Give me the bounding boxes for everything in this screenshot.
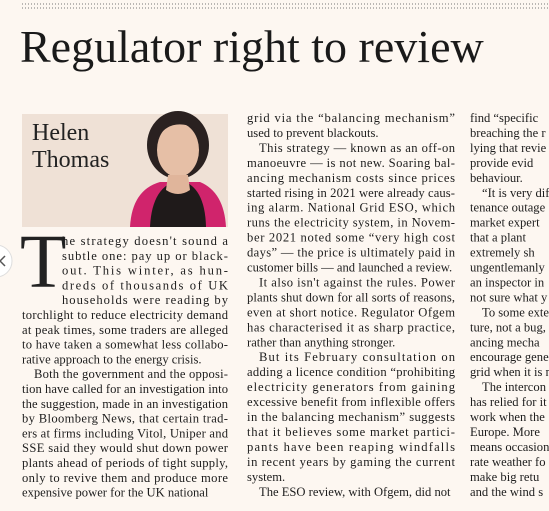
text-line: manoeuvre — is not new. Soaring bal-	[247, 156, 455, 170]
text-line: even at short notice. Regulator Ofgem	[247, 305, 455, 319]
text-line: make big retu	[470, 470, 540, 484]
text-line: lying that revie	[470, 141, 547, 155]
text-line: “It is very dif	[482, 186, 549, 200]
text-line: breaching the r	[470, 126, 546, 140]
text-line: The intercon	[482, 380, 547, 394]
text-line: ture, not a bug,	[470, 320, 546, 334]
text-line: that it believes some market partici-	[247, 425, 455, 439]
text-line: has characterised it as sharp practice,	[247, 320, 455, 334]
text-line: adding a licence condition “prohibiting	[247, 365, 456, 379]
text-line: expensive power for the UK national	[22, 486, 209, 500]
drop-cap: T	[20, 220, 66, 304]
text-line: behaviour.	[470, 171, 523, 185]
nav-button[interactable]	[0, 244, 13, 278]
text-line: days” — the price is ultimately paid in	[247, 246, 456, 260]
headline: Regulator right to review	[20, 21, 484, 72]
text-line: market expert	[470, 216, 540, 230]
text-line: subtle one: pay up or black-	[62, 249, 228, 263]
text-line: rative approach to the energy crisis.	[22, 352, 202, 366]
text-line: work when the	[470, 410, 545, 424]
text-line: encourage gene	[470, 350, 549, 364]
text-line: tion have called for an investigation in…	[22, 382, 228, 396]
text-line: ancing mechanism costs since prices	[247, 171, 455, 185]
text-line: plants ahead of periods of tight supply,	[22, 456, 228, 470]
text-line: Europe. More	[470, 425, 540, 439]
text-line: he strategy doesn't sound a	[62, 234, 228, 248]
text-line: SSE said they would shut down power	[22, 441, 229, 455]
text-line: customer bills — and launched a review.	[247, 261, 452, 275]
text-line: The ESO review, with Ofgem, did not	[259, 485, 451, 499]
text-line: But its February consultation on	[259, 350, 456, 364]
text-line: used to prevent blackouts.	[247, 126, 379, 140]
text-line: has relied for it	[470, 395, 547, 409]
text-line: extremely sh	[470, 246, 535, 260]
author-last-name: Thomas	[32, 147, 109, 173]
text-line: runs the electricity system, in Novem-	[247, 216, 455, 230]
text-line: ing alarm. National Grid ESO, which	[247, 201, 456, 215]
author-photo	[22, 111, 228, 227]
text-line: excessive benefit from inflexible offers	[247, 395, 455, 409]
text-line: in recent years by gaming the current	[247, 455, 456, 469]
text-line: To some exte	[482, 305, 549, 319]
text-line: dreds of thousands of UK	[62, 278, 228, 292]
text-line: to have taken a somewhat less collabo-	[22, 338, 228, 352]
author-first-name: Helen	[32, 120, 89, 146]
text-line: It also isn't against the rules. Power	[259, 275, 456, 289]
text-line: by Bloomberg News, that certain trad-	[22, 412, 228, 426]
text-line: the suggestion, made in an investigation	[22, 397, 229, 411]
text-line: that a plant	[470, 231, 526, 245]
text-line: Both the government and the opposi-	[34, 367, 228, 381]
text-line: plants shut down for all sorts of reason…	[247, 290, 455, 304]
text-line: electricity generators from gaining	[247, 380, 456, 394]
text-line: provide evid	[470, 156, 534, 170]
text-line: system.	[247, 470, 285, 484]
text-line: not sure what y	[470, 290, 548, 304]
text-line: and the wind s	[470, 485, 543, 499]
text-line: means occasion	[470, 440, 549, 454]
text-line: started rising in 2021 were already caus…	[247, 186, 455, 200]
text-line: ungentlemanly	[470, 261, 546, 275]
text-line: out. This winter, as hun-	[62, 264, 228, 278]
text-line: grid via the “balancing mechanism”	[247, 111, 455, 125]
text-line: torchlight to reduce electricity demand	[22, 308, 229, 322]
text-line: rather than anything stronger.	[247, 335, 395, 349]
text-line: at peak times, some traders are alleged	[22, 323, 229, 337]
text-line: in the balancing mechanism” suggests	[247, 410, 455, 424]
text-line: This strategy — known as an off-on	[259, 141, 456, 155]
text-line: find “specific	[470, 111, 539, 125]
text-line: rate weather fo	[470, 455, 546, 469]
text-line: an inspector in	[470, 275, 545, 289]
text-line: ber 2021 noted some “very high cost	[247, 231, 456, 245]
text-line: grid when it is n	[470, 365, 549, 379]
text-line: only to revive them and produce more	[22, 471, 228, 485]
text-line: households were reading by	[62, 293, 229, 307]
text-line: pants have been reaping windfalls	[247, 440, 455, 454]
text-line: ancing mecha	[470, 335, 540, 349]
text-line: tenance outage	[470, 201, 546, 215]
text-line: ers at firms including Vitol, Uniper and	[22, 426, 229, 440]
